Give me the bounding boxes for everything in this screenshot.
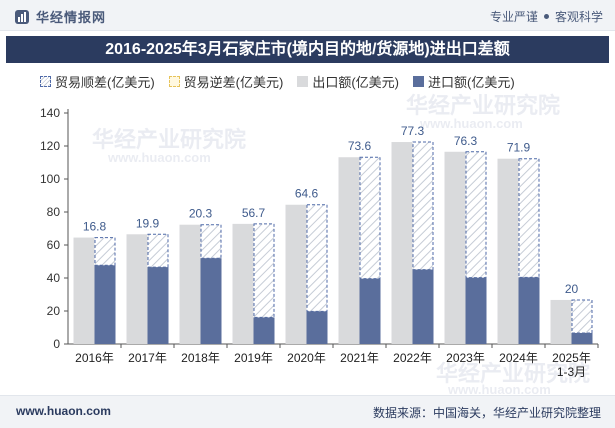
legend-swatch-surplus-icon bbox=[40, 76, 51, 87]
footer: www.huaon.com 数据来源：中国海关，华经产业研究院整理 bbox=[0, 395, 615, 428]
legend-item-export: 出口额(亿美元) bbox=[297, 72, 399, 91]
export-bar-2 bbox=[179, 224, 201, 344]
x-tick-label-9-line2: 1-3月 bbox=[557, 365, 586, 379]
y-tick-label-6: 120 bbox=[40, 139, 60, 153]
x-tick-label-4: 2020年 bbox=[287, 351, 326, 365]
brand-name: 华经情报网 bbox=[36, 10, 107, 25]
legend-label-export: 出口额(亿美元) bbox=[312, 75, 400, 90]
x-tick-label-0: 2016年 bbox=[75, 351, 114, 365]
import-bar-8 bbox=[518, 277, 540, 344]
y-tick-label-4: 80 bbox=[47, 205, 61, 219]
legend-item-deficit: 贸易逆差(亿美元) bbox=[168, 72, 284, 91]
surplus-bar-1 bbox=[147, 233, 169, 268]
surplus-label-3: 56.7 bbox=[242, 206, 266, 220]
surplus-label-6: 77.3 bbox=[401, 124, 425, 138]
import-bar-2 bbox=[200, 258, 222, 344]
export-bar-7 bbox=[444, 151, 466, 344]
legend-label-import: 进口额(亿美元) bbox=[428, 75, 515, 90]
export-bar-5 bbox=[338, 157, 360, 344]
surplus-label-7: 76.3 bbox=[454, 134, 478, 148]
surplus-label-4: 64.6 bbox=[295, 187, 319, 201]
chart-legend: 贸易顺差(亿美元) 贸易逆差(亿美元) 出口额(亿美元) 进口额(亿美元) bbox=[40, 72, 529, 91]
surplus-label-5: 73.6 bbox=[348, 139, 372, 153]
import-bar-4 bbox=[306, 311, 328, 344]
legend-swatch-deficit-icon bbox=[168, 76, 180, 87]
footer-source: 数据来源：中国海关，华经产业研究院整理 bbox=[372, 406, 601, 420]
x-tick-label-7: 2023年 bbox=[446, 351, 485, 365]
surplus-bar-9 bbox=[571, 299, 593, 334]
bar-chart: 0 20 40 60 80 100 120 140 2016年 2017年 2018年 2019年 20… bbox=[40, 106, 599, 379]
footer-url: www.huaon.com bbox=[16, 404, 111, 418]
import-bar-7 bbox=[465, 277, 487, 344]
surplus-label-8: 71.9 bbox=[507, 141, 531, 155]
tag-objective: 客观科学 bbox=[554, 10, 603, 24]
chart-title: 2016-2025年3月石家庄市(境内目的地/货源地)进出口差额 bbox=[6, 36, 609, 63]
import-bar-1 bbox=[147, 267, 169, 344]
surplus-bar-4 bbox=[306, 204, 328, 312]
header-tags: 专业严谨 客观科学 bbox=[490, 8, 603, 25]
x-tick-label-2: 2018年 bbox=[181, 351, 220, 365]
x-tick-label-9: 2025年 bbox=[552, 351, 591, 365]
surplus-bar-7 bbox=[465, 151, 487, 279]
import-bar-9 bbox=[571, 332, 593, 344]
surplus-label-9: 20 bbox=[565, 282, 579, 296]
surplus-bar-0 bbox=[94, 237, 116, 266]
surplus-bar-2 bbox=[200, 224, 222, 259]
brand-logo-icon bbox=[15, 9, 29, 24]
y-tick-label-7: 140 bbox=[40, 106, 60, 120]
legend-swatch-export-icon bbox=[297, 76, 309, 87]
export-bar-6 bbox=[391, 142, 413, 344]
tag-separator-icon bbox=[543, 14, 549, 19]
top-bar: 华经情报网 专业严谨 客观科学 bbox=[0, 0, 615, 31]
surplus-label-2: 20.3 bbox=[189, 207, 213, 221]
y-tick-label-1: 20 bbox=[47, 304, 61, 318]
x-tick-label-8: 2024年 bbox=[499, 351, 538, 365]
x-tick-label-6: 2022年 bbox=[393, 351, 432, 365]
surplus-label-0: 16.8 bbox=[83, 220, 107, 234]
tag-professional: 专业严谨 bbox=[489, 10, 538, 24]
x-tick-label-1: 2017年 bbox=[128, 351, 167, 365]
export-bar-3 bbox=[232, 223, 254, 344]
export-bar-0 bbox=[73, 237, 95, 344]
legend-item-surplus: 贸易顺差(亿美元) bbox=[40, 72, 155, 91]
legend-swatch-import-icon bbox=[413, 76, 425, 87]
y-tick-label-5: 100 bbox=[40, 172, 60, 186]
y-tick-label-2: 40 bbox=[47, 271, 61, 285]
export-bar-4 bbox=[285, 204, 307, 344]
surplus-label-1: 19.9 bbox=[136, 216, 160, 230]
export-bar-8 bbox=[497, 158, 519, 344]
surplus-bar-5 bbox=[359, 156, 381, 280]
legend-item-import: 进口额(亿美元) bbox=[413, 72, 515, 91]
import-bar-3 bbox=[253, 317, 275, 344]
surplus-bar-3 bbox=[253, 223, 275, 318]
import-bar-0 bbox=[94, 265, 116, 344]
y-tick-label-3: 60 bbox=[47, 238, 61, 252]
x-tick-label-3: 2019年 bbox=[234, 351, 273, 365]
export-bar-9 bbox=[550, 299, 572, 344]
legend-label-deficit: 贸易逆差(亿美元) bbox=[183, 75, 284, 90]
import-bar-5 bbox=[359, 278, 381, 344]
surplus-bar-8 bbox=[518, 158, 540, 278]
y-tick-label-0: 0 bbox=[53, 337, 60, 351]
export-bar-1 bbox=[126, 234, 148, 344]
brand: 华经情报网 bbox=[14, 7, 106, 26]
legend-label-surplus: 贸易顺差(亿美元) bbox=[55, 75, 155, 90]
import-bar-6 bbox=[412, 269, 434, 344]
x-tick-label-5: 2021年 bbox=[340, 351, 379, 365]
surplus-bar-6 bbox=[412, 141, 434, 271]
